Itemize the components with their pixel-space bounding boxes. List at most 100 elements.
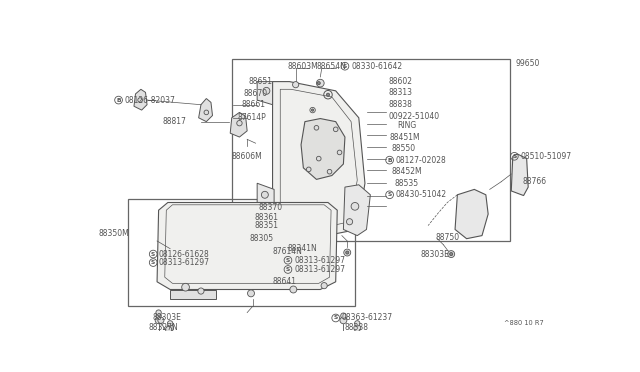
Circle shape xyxy=(321,283,327,289)
Text: 08127-02028: 08127-02028 xyxy=(396,155,447,165)
Circle shape xyxy=(333,127,338,132)
Text: 88838: 88838 xyxy=(388,100,412,109)
Text: 88603M: 88603M xyxy=(288,62,319,71)
Circle shape xyxy=(355,321,360,326)
Polygon shape xyxy=(230,112,247,137)
Polygon shape xyxy=(257,183,274,212)
Text: S: S xyxy=(333,315,338,321)
Text: 88750: 88750 xyxy=(436,232,460,242)
Polygon shape xyxy=(455,189,488,239)
Circle shape xyxy=(312,109,314,111)
Text: 88338: 88338 xyxy=(345,324,369,333)
Text: 08510-51097: 08510-51097 xyxy=(520,152,572,161)
Text: S: S xyxy=(512,154,516,159)
Text: 99650: 99650 xyxy=(515,60,540,68)
Text: 88451M: 88451M xyxy=(390,132,420,141)
Text: 88606M: 88606M xyxy=(232,152,262,161)
Polygon shape xyxy=(273,81,365,235)
Text: 87614P: 87614P xyxy=(237,113,266,122)
Circle shape xyxy=(450,253,452,256)
Bar xyxy=(232,58,509,241)
Text: 88370: 88370 xyxy=(259,203,283,212)
Circle shape xyxy=(290,286,297,293)
Circle shape xyxy=(316,156,321,161)
Circle shape xyxy=(168,321,173,326)
Circle shape xyxy=(156,313,161,318)
Circle shape xyxy=(327,169,332,174)
Text: 88303E: 88303E xyxy=(152,314,181,323)
Text: 88654N: 88654N xyxy=(316,62,346,71)
Polygon shape xyxy=(344,185,371,235)
Text: 08313-61297: 08313-61297 xyxy=(294,265,345,274)
Text: 08313-61297: 08313-61297 xyxy=(294,256,345,265)
Text: 88327N: 88327N xyxy=(148,324,179,333)
Circle shape xyxy=(354,324,361,331)
Circle shape xyxy=(261,191,268,198)
Circle shape xyxy=(292,81,299,88)
Text: 88313: 88313 xyxy=(388,88,412,97)
Text: 88535: 88535 xyxy=(394,179,419,188)
Circle shape xyxy=(346,251,349,254)
Text: S: S xyxy=(286,267,290,272)
Circle shape xyxy=(155,317,162,324)
Text: 88305: 88305 xyxy=(250,234,273,243)
Text: 08430-51042: 08430-51042 xyxy=(396,190,447,199)
Text: 88766: 88766 xyxy=(522,177,546,186)
Text: 88602: 88602 xyxy=(388,77,412,86)
Circle shape xyxy=(314,125,319,130)
Circle shape xyxy=(156,310,161,315)
Text: 88661: 88661 xyxy=(242,100,266,109)
Polygon shape xyxy=(198,99,212,122)
Text: RING: RING xyxy=(397,121,417,130)
Circle shape xyxy=(237,121,242,126)
Text: S: S xyxy=(151,251,156,257)
Circle shape xyxy=(351,202,359,210)
Text: 08313-61297: 08313-61297 xyxy=(159,258,210,267)
Polygon shape xyxy=(301,119,345,179)
Text: S: S xyxy=(343,64,347,69)
Polygon shape xyxy=(257,81,273,105)
Circle shape xyxy=(158,317,164,323)
Circle shape xyxy=(166,324,173,331)
Text: 08126-61628: 08126-61628 xyxy=(159,250,209,259)
Text: 00922-51040: 00922-51040 xyxy=(388,112,439,121)
Text: 88817: 88817 xyxy=(163,117,186,126)
Circle shape xyxy=(316,79,324,87)
Text: B: B xyxy=(116,97,121,103)
Bar xyxy=(128,199,355,307)
Text: 88550: 88550 xyxy=(392,144,416,153)
Text: 87614N: 87614N xyxy=(273,247,303,256)
Text: 88361: 88361 xyxy=(254,213,278,222)
Polygon shape xyxy=(170,289,216,299)
Circle shape xyxy=(344,249,351,256)
Text: ^880 10 R7: ^880 10 R7 xyxy=(504,320,543,326)
Circle shape xyxy=(198,288,204,294)
Circle shape xyxy=(182,283,189,291)
Circle shape xyxy=(346,219,353,225)
Text: 88452M: 88452M xyxy=(392,167,422,176)
Text: 08126-82037: 08126-82037 xyxy=(125,96,175,105)
Text: S: S xyxy=(387,192,392,197)
Polygon shape xyxy=(134,89,147,110)
Circle shape xyxy=(340,317,347,324)
Circle shape xyxy=(204,110,209,115)
Polygon shape xyxy=(511,154,528,196)
Circle shape xyxy=(166,327,172,333)
Text: 08363-61237: 08363-61237 xyxy=(342,314,393,323)
Circle shape xyxy=(448,251,454,257)
Circle shape xyxy=(326,93,330,96)
Circle shape xyxy=(340,313,346,318)
Polygon shape xyxy=(157,202,337,289)
Text: 88641: 88641 xyxy=(273,277,296,286)
Text: 88651: 88651 xyxy=(249,77,273,86)
Text: 88303E: 88303E xyxy=(420,250,449,259)
Circle shape xyxy=(317,81,320,85)
Text: S: S xyxy=(151,260,156,265)
Text: 88670: 88670 xyxy=(243,89,268,97)
Circle shape xyxy=(337,150,342,155)
Text: 88351: 88351 xyxy=(254,221,278,230)
Circle shape xyxy=(138,98,143,102)
Text: 88350M: 88350M xyxy=(99,229,129,238)
Text: 88341N: 88341N xyxy=(288,244,317,253)
Text: B: B xyxy=(387,158,392,163)
